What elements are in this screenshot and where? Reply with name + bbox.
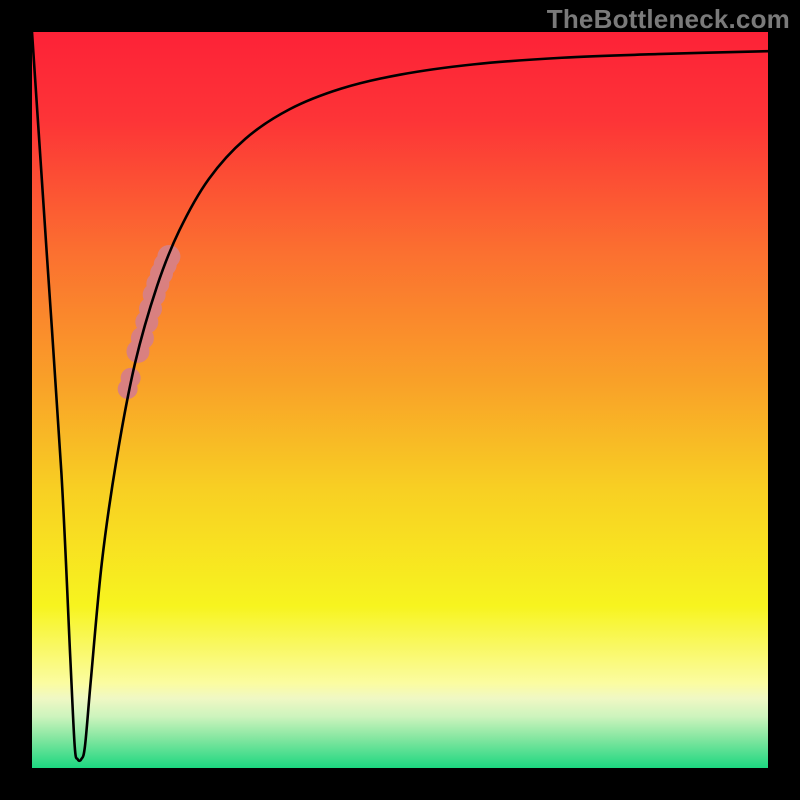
chart-background [32,32,768,768]
watermark-text: TheBottleneck.com [547,4,790,35]
bottleneck-chart [0,0,800,800]
